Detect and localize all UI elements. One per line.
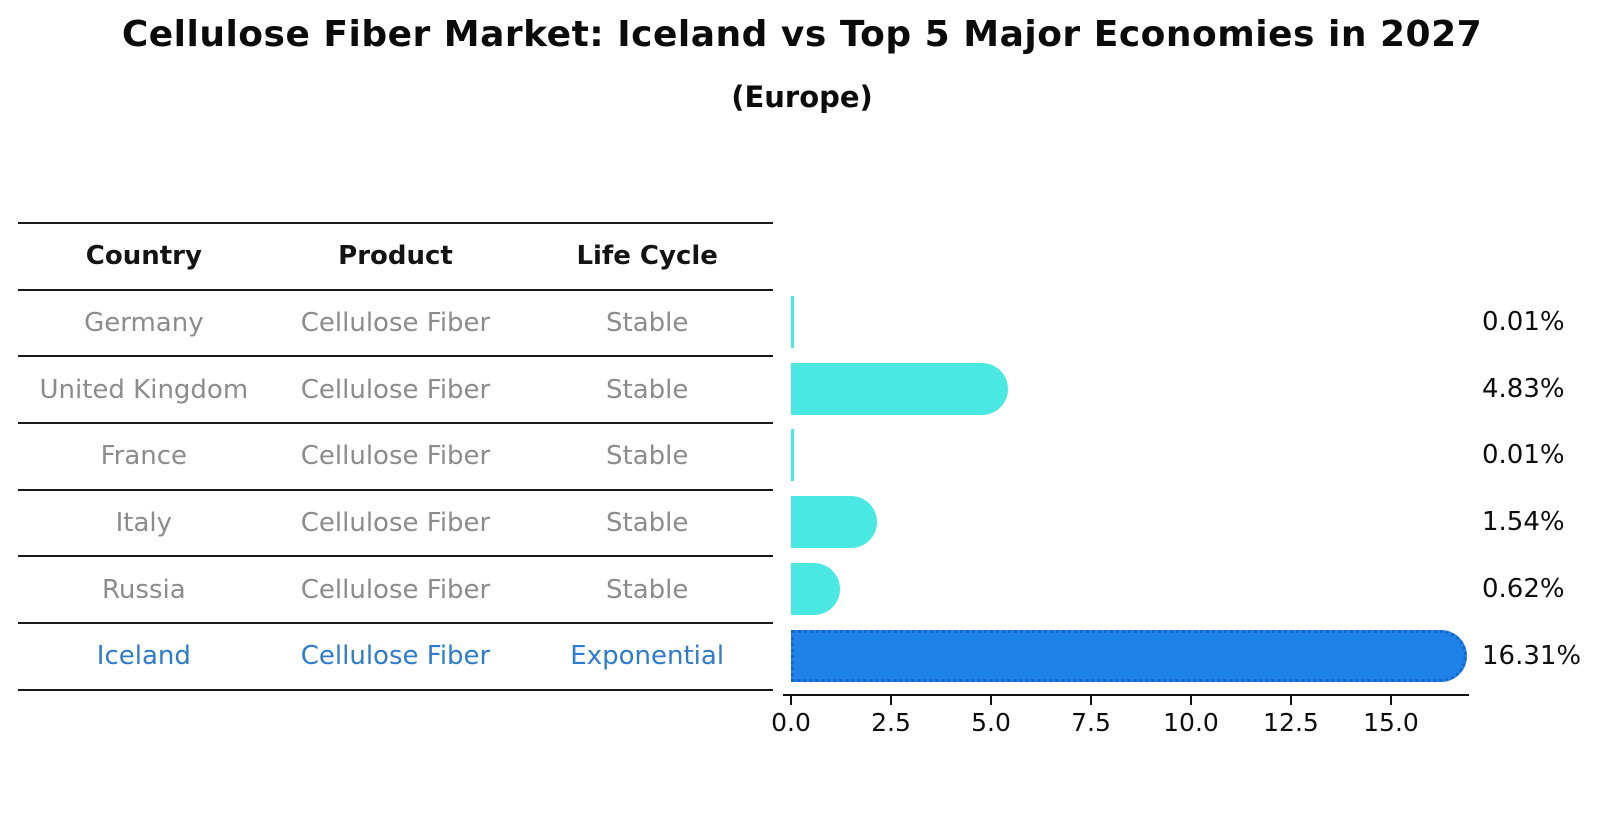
x-tick-label: 5.0 [971, 708, 1011, 737]
table-cell-country: Iceland [96, 641, 191, 672]
col-header-country: Country [85, 241, 202, 272]
col-header-product: Product [338, 241, 453, 272]
x-tick-mark [790, 696, 792, 705]
x-tick-label: 12.5 [1263, 708, 1319, 737]
table-cell-life-cycle: Stable [606, 308, 689, 339]
table-cell-product: Cellulose Fiber [300, 441, 491, 472]
x-tick-label: 10.0 [1163, 708, 1219, 737]
x-tick-label: 15.0 [1363, 708, 1419, 737]
value-label-france: 0.01% [1482, 440, 1565, 471]
table-body: Germany Cellulose Fiber Stable United Kingd… [18, 291, 773, 691]
table-cell-country: Russia [102, 574, 186, 605]
table-row-france: France Cellulose Fiber Stable [18, 424, 773, 491]
table-cell-life-cycle: Stable [606, 574, 689, 605]
table-cell-product: Cellulose Fiber [300, 374, 491, 405]
value-label-united-kingdom: 4.83% [1482, 373, 1565, 404]
value-label-germany: 0.01% [1482, 307, 1565, 338]
x-tick-mark [1190, 696, 1192, 705]
table-header-row: Country Product Life Cycle [18, 224, 773, 291]
table-cell-life-cycle: Stable [606, 441, 689, 472]
chart-title: Cellulose Fiber Market: Iceland vs Top 5… [121, 14, 1483, 55]
table-cell-product: Cellulose Fiber [300, 308, 491, 339]
table-cell-life-cycle: Stable [606, 374, 689, 405]
table-cell-product: Cellulose Fiber [300, 574, 491, 605]
table-cell-product: Cellulose Fiber [300, 508, 491, 539]
table-row-russia: Russia Cellulose Fiber Stable [18, 557, 773, 625]
value-label-italy: 1.54% [1482, 507, 1565, 538]
table-cell-country: Italy [115, 508, 173, 539]
bar-united-kingdom [791, 362, 1009, 415]
chart-subtitle: (Europe) [731, 80, 873, 114]
bar-france [791, 429, 794, 482]
x-tick-mark [890, 696, 892, 705]
x-tick-mark [1290, 696, 1292, 705]
value-label-russia: 0.62% [1482, 573, 1565, 604]
table-row-iceland: Iceland Cellulose Fiber Exponential [18, 624, 773, 691]
table-row-germany: Germany Cellulose Fiber Stable [18, 291, 773, 358]
bar-italy [791, 496, 877, 549]
table-cell-life-cycle: Stable [606, 508, 689, 539]
x-axis-line [783, 694, 1469, 697]
bar-iceland [791, 629, 1468, 682]
col-header-life-cycle: Life Cycle [576, 241, 718, 272]
table-row-united-kingdom: United Kingdom Cellulose Fiber Stable [18, 357, 773, 425]
value-label-iceland: 16.31% [1482, 640, 1582, 671]
x-tick-mark [990, 696, 992, 705]
x-tick-mark [1390, 696, 1392, 705]
table-cell-country: United Kingdom [39, 374, 249, 405]
bar-germany [791, 296, 794, 349]
country-table: Country Product Life Cycle Germany Cellul… [18, 222, 773, 691]
table-cell-country: France [100, 441, 188, 472]
table-cell-product: Cellulose Fiber [300, 641, 491, 672]
x-tick-label: 0.0 [771, 708, 811, 737]
x-tick-label: 2.5 [871, 708, 911, 737]
x-tick-label: 7.5 [1071, 708, 1111, 737]
bar-russia [791, 562, 840, 615]
table-row-italy: Italy Cellulose Fiber Stable [18, 491, 773, 558]
table-cell-country: Germany [84, 308, 204, 339]
table-cell-life-cycle: Exponential [570, 641, 725, 672]
x-tick-mark [1090, 696, 1092, 705]
